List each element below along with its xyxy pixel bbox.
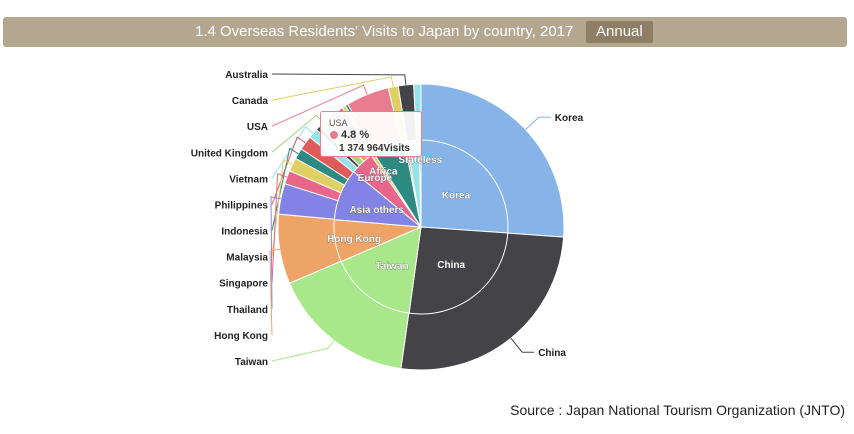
- period-badge[interactable]: Annual: [586, 21, 653, 43]
- connector-taiwan: [271, 340, 335, 362]
- inner-slice-china[interactable]: [408, 226, 509, 315]
- tooltip: USA 4.8 % 1 374 964Visits: [320, 111, 422, 157]
- inner-label-asia-others: Asia others: [349, 205, 404, 216]
- outer-label-thailand: Thailand: [227, 305, 268, 316]
- outer-label-hong-kong: Hong Kong: [214, 331, 268, 342]
- connector-korea: [525, 116, 551, 130]
- outer-label-philippines: Philippines: [215, 201, 269, 212]
- connector-usa: [271, 84, 368, 127]
- outer-label-taiwan: Taiwan: [235, 357, 268, 368]
- outer-label-china: China: [538, 348, 566, 359]
- outer-label-malaysia: Malaysia: [226, 253, 268, 264]
- connector-thailand: [270, 196, 281, 309]
- label-connectors: [269, 73, 551, 362]
- inner-slice-korea[interactable]: [420, 139, 509, 234]
- inner-labels: Korea China Taiwan Hong Kong Asia others Euro…: [327, 155, 471, 272]
- connector-singapore: [271, 172, 288, 283]
- outer-label-indonesia: Indonesia: [221, 227, 268, 238]
- connector-hong-kong: [269, 248, 280, 335]
- inner-label-stateless: Stateless: [398, 155, 442, 166]
- outer-label-korea: Korea: [555, 113, 584, 124]
- inner-label-taiwan: Taiwan: [375, 261, 408, 272]
- outer-label-australia: Australia: [225, 70, 268, 81]
- inner-label-europe: Europe: [358, 173, 393, 184]
- chart-title: 1.4 Overseas Residents' Visits to Japan …: [195, 23, 574, 40]
- outer-label-canada: Canada: [232, 96, 269, 107]
- inner-label-hong-kong: Hong Kong: [327, 234, 381, 245]
- inner-slice-taiwan[interactable]: [340, 226, 422, 314]
- outer-label-singapore: Singapore: [219, 279, 268, 290]
- tooltip-color-dot: [330, 131, 338, 139]
- source-note: Source : Japan National Tourism Organiza…: [510, 402, 845, 418]
- outer-label-usa: USA: [247, 122, 268, 133]
- connector-canada: [271, 76, 394, 101]
- tooltip-value: 1 374 964Visits: [339, 143, 410, 154]
- outer-label-vietnam: Vietnam: [229, 174, 268, 185]
- inner-label-africa: Africa: [369, 167, 398, 178]
- outer-label-united-kingdom: United Kingdom: [191, 148, 268, 159]
- title-bar: 1.4 Overseas Residents' Visits to Japan …: [3, 17, 847, 47]
- connector-australia: [271, 73, 407, 85]
- inner-label-china: China: [437, 260, 465, 271]
- inner-label-korea: Korea: [442, 190, 471, 201]
- tooltip-percent: 4.8 %: [341, 129, 370, 141]
- connector-china: [510, 337, 535, 353]
- outer-labels: Korea China Australia Canada USA United Kingd…: [191, 70, 584, 368]
- tooltip-name: USA: [329, 118, 348, 128]
- inner-ring: [333, 139, 509, 315]
- connector-malaysia: [271, 159, 293, 257]
